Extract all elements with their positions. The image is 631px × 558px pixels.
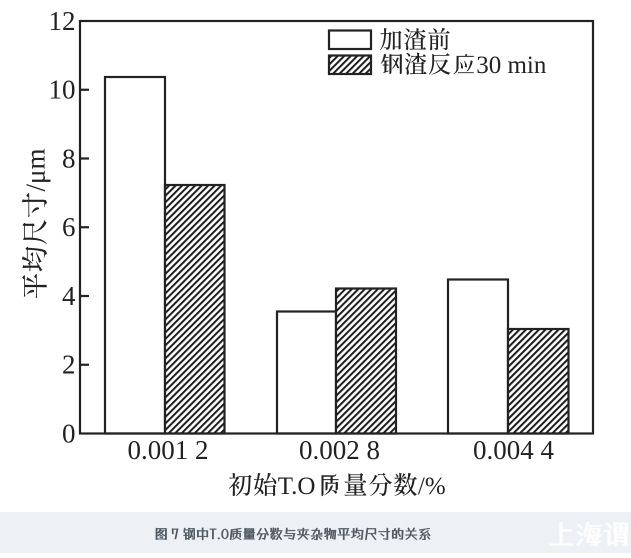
- svg-text:0: 0: [62, 418, 76, 448]
- svg-text:10: 10: [49, 75, 76, 105]
- svg-text:4: 4: [62, 281, 76, 311]
- svg-text:12: 12: [49, 6, 76, 36]
- svg-text:/μm: /μm: [21, 149, 51, 192]
- svg-text:0.004 4: 0.004 4: [473, 435, 555, 465]
- svg-text:0.002 8: 0.002 8: [299, 435, 380, 465]
- svg-text:T.O: T.O: [278, 473, 316, 500]
- svg-text:0.001 2: 0.001 2: [128, 435, 209, 465]
- svg-text:2: 2: [62, 350, 76, 380]
- svg-text:8: 8: [62, 143, 76, 173]
- svg-text:6: 6: [62, 212, 76, 242]
- svg-text:30 min: 30 min: [476, 52, 547, 79]
- svg-text:/%: /%: [418, 473, 446, 500]
